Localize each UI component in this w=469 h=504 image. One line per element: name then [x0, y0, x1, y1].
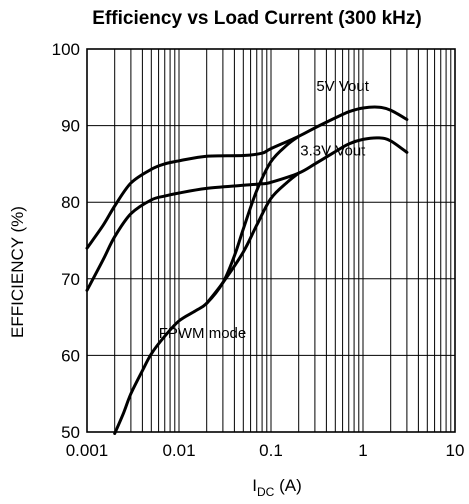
annotation-label: 5V Vout	[316, 78, 369, 95]
annotation-label: 3.3V Vout	[300, 142, 366, 159]
x-tick-label: 0.01	[162, 441, 195, 460]
grid	[86, 48, 456, 433]
y-tick-label: 100	[52, 40, 80, 59]
annotation-label: FPWM mode	[159, 325, 247, 342]
x-tick-label: 0.1	[259, 441, 283, 460]
y-tick-label: 60	[61, 346, 80, 365]
chart-title: Efficiency vs Load Current (300 kHz)	[92, 8, 421, 29]
x-axis-label-sub: DC	[257, 485, 275, 499]
series-line-2	[85, 136, 409, 292]
x-tick-label: 1	[358, 441, 367, 460]
x-tick-label: 0.001	[66, 441, 109, 460]
curves	[85, 105, 409, 435]
y-tick-label: 70	[61, 270, 80, 289]
y-tick-label: 80	[61, 193, 80, 212]
y-tick-label: 50	[61, 423, 80, 442]
x-axis-label-unit: (A)	[274, 476, 301, 495]
y-axis-label: EFFICIENCY (%)	[8, 206, 27, 338]
annotations: 5V Vout 3.3V Vout FPWM mode	[159, 78, 370, 342]
x-axis-label-main: I	[252, 476, 257, 495]
plot-frame	[86, 48, 456, 433]
series-line-4	[205, 171, 301, 305]
x-axis-label: IDC (A)	[252, 476, 301, 499]
series-line-1	[85, 105, 409, 250]
y-tick-label: 90	[61, 117, 80, 136]
series-line-3	[113, 134, 301, 435]
tick-labels: 0.001 0.01 0.1 1 10 50 60 70 80 90 100	[52, 40, 465, 460]
x-tick-label: 10	[446, 441, 465, 460]
